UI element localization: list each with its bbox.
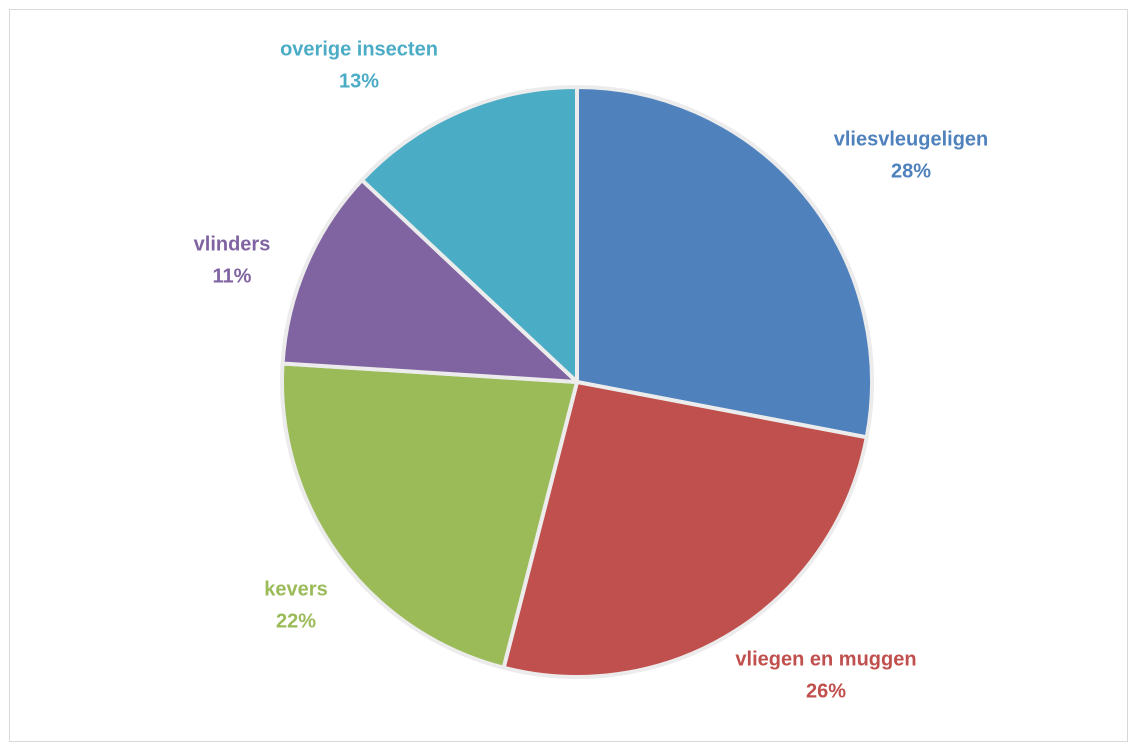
pie-slice [359, 85, 579, 384]
value-label: 11% [213, 265, 252, 287]
pie-slice [280, 361, 579, 670]
pie-slice [501, 380, 869, 679]
slice-label: kevers [264, 578, 327, 600]
value-label: 28% [891, 160, 931, 182]
value-label: 26% [806, 680, 846, 702]
slice-label: vliesvleugeligen [834, 128, 989, 150]
pie-slice [575, 85, 874, 440]
slice-label: vlinders [194, 233, 271, 255]
value-label: 13% [339, 70, 379, 92]
value-label: 22% [276, 610, 316, 632]
slice-label: vliegen en muggen [735, 648, 916, 670]
pie-slice [280, 178, 579, 384]
slice-label: overige insecten [280, 38, 438, 60]
